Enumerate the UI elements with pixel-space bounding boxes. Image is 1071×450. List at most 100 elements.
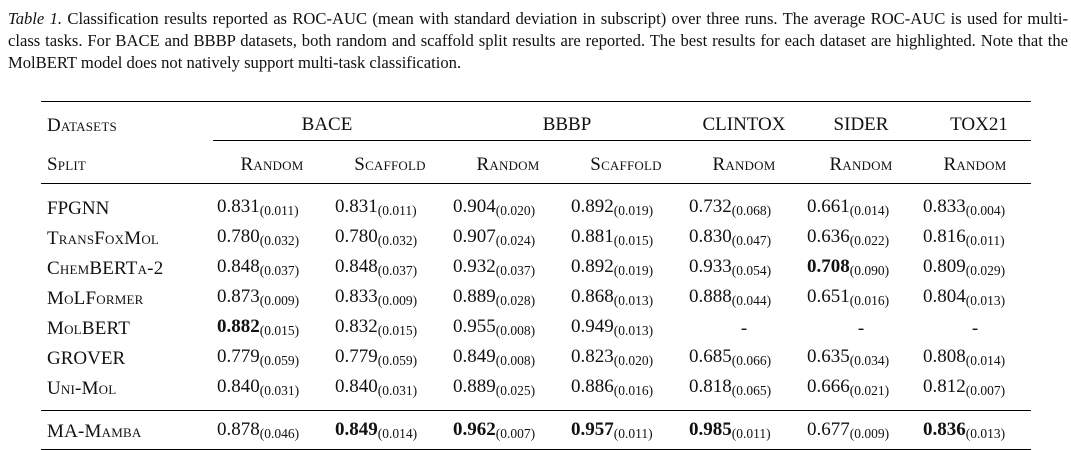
result-cell: 0.818(0.065) xyxy=(685,374,803,411)
mean-value: 0.812 xyxy=(923,376,966,397)
mean-value: 0.873 xyxy=(217,286,260,307)
mean-value: 0.831 xyxy=(335,196,378,217)
result-cell: 0.823(0.020) xyxy=(567,344,685,374)
mean-value: 0.904 xyxy=(453,196,496,217)
table-row: Uni-Mol 0.840(0.031) 0.840(0.031) 0.889(0.0… xyxy=(41,374,1031,411)
mean-value: 0.848 xyxy=(335,256,378,277)
mean-value: 0.889 xyxy=(453,286,496,307)
result-cell: 0.831(0.011) xyxy=(213,184,331,225)
std-value: (0.032) xyxy=(259,233,300,248)
split-header: Scaffold xyxy=(331,140,449,184)
model-name: Uni-Mol xyxy=(47,378,117,399)
mean-value: 0.651 xyxy=(807,286,850,307)
result-cell: 0.889(0.025) xyxy=(449,374,567,411)
table-row-ours: MA-Mamba 0.878(0.046) 0.849(0.014) 0.962(0.… xyxy=(41,410,1031,450)
std-value: (0.011) xyxy=(377,203,417,218)
mean-value: 0.732 xyxy=(689,196,732,217)
result-cell: 0.892(0.019) xyxy=(567,254,685,284)
std-value: (0.015) xyxy=(259,323,300,338)
mean-value: 0.949 xyxy=(571,316,614,337)
std-value: (0.009) xyxy=(849,426,890,441)
result-cell: 0.886(0.016) xyxy=(567,374,685,411)
mean-value: 0.907 xyxy=(453,226,496,247)
std-value: (0.015) xyxy=(613,233,654,248)
result-cell: 0.804(0.013) xyxy=(919,284,1031,314)
result-cell: 0.661(0.014) xyxy=(803,184,919,225)
model-name: TransFoxMol xyxy=(47,228,160,249)
mean-value: 0.685 xyxy=(689,346,732,367)
table-row: FPGNN 0.831(0.011) 0.831(0.011) 0.904(0.020… xyxy=(41,184,1031,225)
result-cell: 0.780(0.032) xyxy=(331,224,449,254)
result-cell: 0.957(0.011) xyxy=(567,410,685,450)
result-cell: 0.932(0.037) xyxy=(449,254,567,284)
std-value: (0.065) xyxy=(731,383,772,398)
result-cell: 0.933(0.054) xyxy=(685,254,803,284)
mean-value: 0.779 xyxy=(335,346,378,367)
mean-value: 0.848 xyxy=(217,256,260,277)
dataset-header-tox21: TOX21 xyxy=(919,101,1031,141)
split-header: Random xyxy=(449,140,567,184)
table-caption: Table 1. Classification results reported… xyxy=(8,8,1068,74)
table-row: MolBERT 0.882(0.015) 0.832(0.015) 0.955(0.0… xyxy=(41,314,1031,344)
mean-value: 0.818 xyxy=(689,376,732,397)
std-value: (0.014) xyxy=(377,426,418,441)
std-value: (0.034) xyxy=(849,353,890,368)
std-value: (0.020) xyxy=(495,203,536,218)
result-cell: 0.836(0.013) xyxy=(919,410,1031,450)
result-cell: 0.808(0.014) xyxy=(919,344,1031,374)
result-cell: 0.830(0.047) xyxy=(685,224,803,254)
std-value: (0.037) xyxy=(495,263,536,278)
result-cell: 0.812(0.007) xyxy=(919,374,1031,411)
result-cell: 0.636(0.022) xyxy=(803,224,919,254)
mean-value: 0.881 xyxy=(571,226,614,247)
std-value: (0.090) xyxy=(849,263,890,278)
std-value: (0.044) xyxy=(731,293,772,308)
std-value: (0.013) xyxy=(965,293,1006,308)
dataset-header-bace: BACE xyxy=(213,101,449,141)
result-cell: 0.955(0.008) xyxy=(449,314,567,344)
mean-value: 0.840 xyxy=(217,376,260,397)
split-header: Random xyxy=(919,140,1031,184)
std-value: (0.032) xyxy=(377,233,418,248)
std-value: (0.007) xyxy=(495,426,536,441)
split-label: Split xyxy=(41,140,213,184)
result-cell: 0.832(0.015) xyxy=(331,314,449,344)
std-value: (0.028) xyxy=(495,293,536,308)
model-name: MoLFormer xyxy=(47,288,144,309)
split-header: Random xyxy=(803,140,919,184)
missing-value: - xyxy=(740,318,748,339)
mean-value: 0.635 xyxy=(807,346,850,367)
result-cell: - xyxy=(919,314,1031,344)
mean-value: 0.833 xyxy=(335,286,378,307)
mean-value: 0.849 xyxy=(453,346,496,367)
header-row-split: Split Random Scaffold Random Scaffold Random R… xyxy=(41,140,1031,184)
mean-value: 0.868 xyxy=(571,286,614,307)
std-value: (0.019) xyxy=(613,203,654,218)
mean-value: 0.889 xyxy=(453,376,496,397)
std-value: (0.011) xyxy=(259,203,299,218)
model-name: FPGNN xyxy=(47,198,110,219)
mean-value: 0.886 xyxy=(571,376,614,397)
result-cell: 0.831(0.011) xyxy=(331,184,449,225)
result-cell: 0.685(0.066) xyxy=(685,344,803,374)
std-value: (0.029) xyxy=(965,263,1006,278)
std-value: (0.022) xyxy=(849,233,890,248)
result-cell: 0.732(0.068) xyxy=(685,184,803,225)
mean-value: 0.809 xyxy=(923,256,966,277)
caption-text: Classification results reported as ROC-A… xyxy=(8,9,1068,72)
std-value: (0.008) xyxy=(495,323,536,338)
std-value: (0.066) xyxy=(731,353,772,368)
mean-value: 0.823 xyxy=(571,346,614,367)
mean-value: 0.878 xyxy=(217,419,260,440)
missing-value: - xyxy=(971,318,979,339)
result-cell: 0.780(0.032) xyxy=(213,224,331,254)
std-value: (0.009) xyxy=(377,293,418,308)
std-value: (0.011) xyxy=(965,233,1005,248)
std-value: (0.031) xyxy=(377,383,418,398)
mean-value: 0.816 xyxy=(923,226,966,247)
mean-value: 0.677 xyxy=(807,419,850,440)
result-cell: 0.833(0.004) xyxy=(919,184,1031,225)
std-value: (0.024) xyxy=(495,233,536,248)
std-value: (0.011) xyxy=(731,426,771,441)
mean-value: 0.892 xyxy=(571,196,614,217)
